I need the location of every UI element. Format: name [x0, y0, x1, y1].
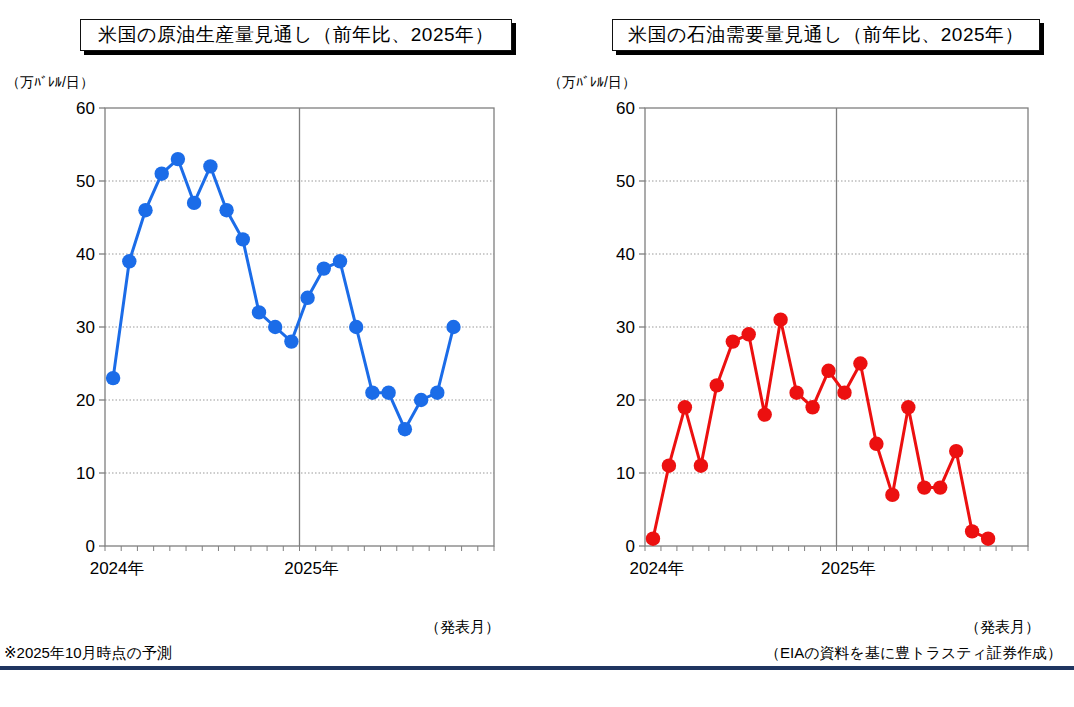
data-point — [203, 159, 217, 173]
data-point — [106, 371, 120, 385]
data-point — [646, 532, 660, 546]
data-point — [333, 254, 347, 268]
x-year-label: 2025年 — [284, 559, 339, 578]
y-tick-label: 50 — [76, 172, 95, 191]
us-oil-demand-plot: 0 10 20 30 40 50 60 2024年 2025年 — [616, 99, 1028, 578]
source-credit: （EIAの資料を基に豊トラスティ証券作成） — [765, 644, 1062, 663]
data-point — [869, 437, 883, 451]
y-tick-label: 10 — [616, 464, 635, 483]
data-point — [805, 400, 819, 414]
y-tick-label: 20 — [76, 391, 95, 410]
y-tick-label: 30 — [616, 318, 635, 337]
data-point — [155, 167, 169, 181]
data-point — [365, 386, 379, 400]
y-tick-label: 10 — [76, 464, 95, 483]
y-tick-label: 30 — [76, 318, 95, 337]
data-point — [284, 334, 298, 348]
data-point — [758, 407, 772, 421]
data-point — [349, 320, 363, 334]
us-crude-production-plot: 0 10 20 30 40 50 60 2024年 2025年 — [76, 99, 494, 578]
data-point — [219, 203, 233, 217]
forecast-footnote: ※2025年10月時点の予測 — [4, 644, 172, 663]
y-tick-label: 60 — [616, 99, 635, 118]
bottom-divider-rule — [0, 666, 1074, 670]
data-point — [773, 313, 787, 327]
data-point — [710, 378, 724, 392]
y-tick-label: 40 — [616, 245, 635, 264]
data-point — [300, 291, 314, 305]
data-point — [317, 261, 331, 275]
data-point — [933, 480, 947, 494]
data-point — [965, 524, 979, 538]
x-year-label: 2024年 — [630, 559, 685, 578]
demand-chart-title: 米国の石油需要量見通し（前年比、2025年） — [612, 19, 1040, 51]
data-point — [853, 356, 867, 370]
data-point — [789, 386, 803, 400]
data-point — [726, 334, 740, 348]
data-point — [837, 386, 851, 400]
data-point — [430, 386, 444, 400]
y-tick-label: 40 — [76, 245, 95, 264]
data-point — [662, 459, 676, 473]
data-point — [885, 488, 899, 502]
data-point — [981, 532, 995, 546]
y-tick-label: 60 — [76, 99, 95, 118]
production-chart-unit-label: （万ﾊﾞﾚﾙ/日） — [6, 74, 94, 92]
us-crude-production-series-line — [113, 159, 453, 429]
production-chart-title: 米国の原油生産量見通し（前年比、2025年） — [80, 19, 512, 51]
data-point — [949, 444, 963, 458]
data-point — [252, 305, 266, 319]
data-point — [398, 422, 412, 436]
data-point — [268, 320, 282, 334]
data-point — [236, 232, 250, 246]
data-point — [171, 152, 185, 166]
data-point — [742, 327, 756, 341]
data-point — [694, 459, 708, 473]
charts-canvas: 0 10 20 30 40 50 60 2024年 2025年 0 10 20 30 40 50 60 2024… — [0, 0, 1074, 707]
data-point — [138, 203, 152, 217]
data-point — [187, 196, 201, 210]
y-tick-label: 50 — [616, 172, 635, 191]
x-year-label: 2025年 — [821, 559, 876, 578]
y-tick-label: 0 — [86, 537, 95, 556]
data-point — [414, 393, 428, 407]
demand-chart-xaxis-note: （発表月） — [540, 618, 1040, 637]
demand-chart-unit-label: （万ﾊﾞﾚﾙ/日） — [548, 74, 636, 92]
y-tick-label: 20 — [616, 391, 635, 410]
y-tick-label: 0 — [626, 537, 635, 556]
data-point — [381, 386, 395, 400]
data-point — [821, 364, 835, 378]
x-year-label: 2024年 — [90, 559, 145, 578]
data-point — [678, 400, 692, 414]
data-point — [122, 254, 136, 268]
production-chart-xaxis-note: （発表月） — [0, 618, 500, 637]
us-oil-demand-series-line — [653, 320, 988, 539]
data-point — [446, 320, 460, 334]
data-point — [917, 480, 931, 494]
data-point — [901, 400, 915, 414]
